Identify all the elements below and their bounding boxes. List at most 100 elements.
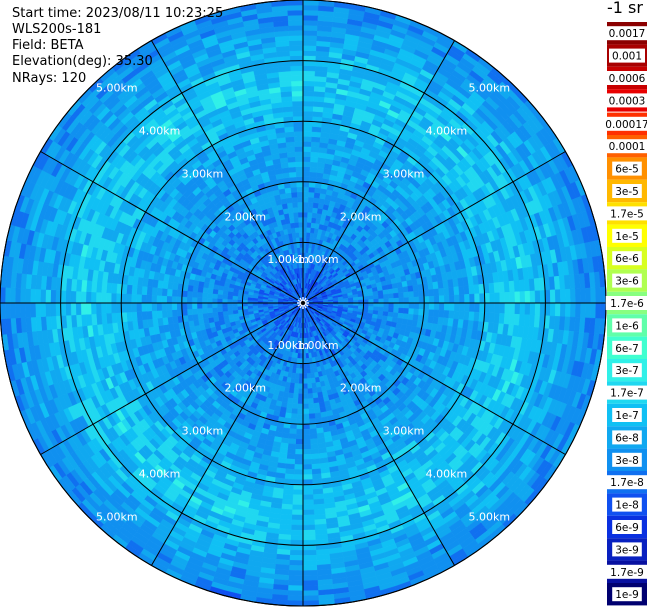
radar-cell [298,388,304,395]
radar-cell [302,373,308,379]
radar-cell [363,299,369,304]
radar-cell [312,488,324,495]
radar-cell [474,302,480,313]
radar-cell [302,201,309,208]
radar-cell [311,473,322,480]
radar-cell [307,212,313,218]
radar-cell [438,309,445,319]
radar-cell [286,453,296,460]
radar-cell [463,311,470,321]
radar-cell [398,302,405,309]
radar-cell [131,311,138,322]
radar-cell [187,314,194,322]
radar-cell [368,302,374,307]
radar-cell [287,438,297,445]
radar-cell [412,284,419,292]
radar-cell [302,509,315,516]
radar-cell [412,314,419,322]
radar-cell [201,297,208,304]
radar-cell [247,305,253,310]
radar-cell [131,302,137,313]
radar-cell [171,309,178,317]
radar-cell [136,294,142,304]
radar-cell [299,368,304,374]
radar-cell [126,311,133,322]
radar-cell [295,232,300,238]
radar-cell [212,293,218,299]
radar-cell [296,176,304,183]
radar-cell [302,191,310,198]
radar-cell [297,206,304,213]
radar-cell [443,310,450,319]
radar-cell [363,302,369,307]
radar-cell [146,286,153,296]
radar-cell [294,227,300,233]
radar-cell [295,438,304,445]
radar-cell [136,302,142,312]
radar-cell [403,302,410,309]
radar-cell [197,313,204,320]
radar-cell [115,293,122,304]
radar-cell [141,310,148,321]
radar-cell [302,216,308,223]
radar-cell [408,308,415,315]
radar-cell [292,489,304,496]
radar-cell [292,100,304,107]
radar-cell [302,110,314,117]
radar-cell [299,363,304,369]
radar-cell [196,308,203,315]
radar-cell [302,136,312,142]
radar-cell [473,284,480,295]
radar-cell [310,458,321,465]
radar-cell [302,479,313,486]
radar-cell [151,286,158,296]
radar-cell [293,479,304,486]
radar-cell [308,408,315,415]
radar-cell [489,302,496,314]
radar-cell [302,131,313,137]
radar-cell [363,295,369,301]
radar-cell [504,302,511,315]
radar-cell [293,383,299,389]
radar-cell [291,403,298,410]
radar-cell [302,95,315,102]
radar-cell [309,428,317,435]
radar-cell [393,292,400,299]
radar-cell [463,285,470,295]
radar-cell [166,288,173,297]
radar-cell [217,311,224,317]
radar-cell [292,499,304,506]
radar-cell [252,305,259,309]
radar-cell [413,290,420,298]
radar-cell [408,302,415,310]
radar-cell [398,307,405,314]
radar-cell [216,302,223,308]
radar-cell [285,136,295,143]
radar-cell [286,448,296,455]
radar-cell [314,412,322,419]
radar-cell [285,463,295,470]
radar-cell [373,294,379,300]
radar-cell [398,292,405,299]
radar-cell [181,302,188,310]
radar-cell [302,105,314,112]
radar-cell [403,308,410,315]
radar-cell [282,488,294,495]
radar-cell [161,287,168,297]
radar-cell [302,181,310,188]
radar-cell [126,302,132,313]
radar-cell [311,126,322,133]
radar-cell [428,295,435,304]
radar-cell [403,291,410,298]
radar-cell [187,284,194,292]
radar-cell [413,296,420,304]
radar-cell [136,285,143,295]
radar-cell [302,151,312,157]
radar-cell [212,311,219,318]
radar-cell [310,453,320,460]
radar-cell [294,151,304,157]
radar-cell [428,309,435,317]
radar-cell [453,310,460,320]
radar-cell [468,311,475,322]
radar-cell [307,201,314,208]
